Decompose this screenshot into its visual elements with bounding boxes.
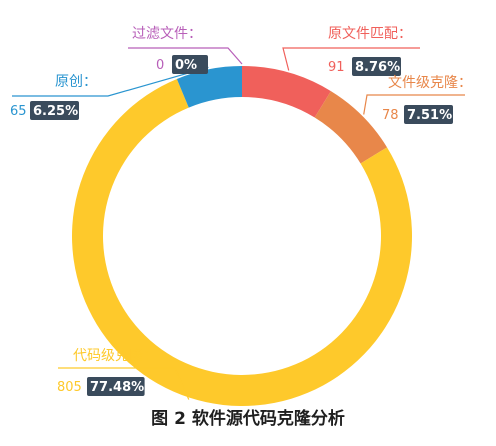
percent-badge-4 — [172, 55, 208, 74]
value-原文件匹配: 91 — [328, 60, 345, 75]
slice-0 — [242, 66, 331, 118]
leader-line-4 — [128, 47, 243, 65]
value-过滤文件: 0 — [156, 58, 164, 73]
percent-badge-2 — [87, 377, 145, 396]
label-文件级克隆: 文件级克隆： — [388, 75, 472, 91]
label-代码级克隆: 代码级克隆： — [73, 348, 157, 364]
value-代码级克隆: 805 — [57, 380, 82, 395]
value-原创: 65 — [10, 104, 27, 119]
percent-badge-1 — [404, 105, 453, 124]
percent-文件级克隆: 7.51% — [407, 108, 452, 123]
leader-line-2 — [58, 367, 190, 400]
leader-line-1 — [363, 94, 465, 115]
slice-3 — [176, 66, 242, 108]
percent-原文件匹配: 8.76% — [355, 60, 400, 75]
figure-caption: 图 2 软件源代码克隆分析 — [151, 409, 345, 429]
leader-line-3 — [12, 66, 209, 97]
label-原创: 原创： — [55, 74, 97, 90]
percent-代码级克隆: 77.48% — [90, 380, 144, 395]
donut-slices — [71, 66, 412, 406]
label-原文件匹配: 原文件匹配： — [328, 26, 412, 42]
value-文件级克隆: 78 — [382, 108, 399, 123]
percent-badge-0 — [352, 57, 401, 76]
percent-原创: 6.25% — [33, 104, 78, 119]
leader-line-0 — [282, 47, 420, 71]
label-过滤文件: 过滤文件： — [132, 26, 202, 42]
slice-labels: 原文件匹配： 91 8.76%文件级克隆： 78 7.51% 代码级克隆： 805 77.48… — [10, 26, 472, 400]
percent-过滤文件: 0% — [175, 58, 197, 73]
slice-1 — [314, 91, 388, 164]
percent-badge-3 — [30, 101, 79, 120]
